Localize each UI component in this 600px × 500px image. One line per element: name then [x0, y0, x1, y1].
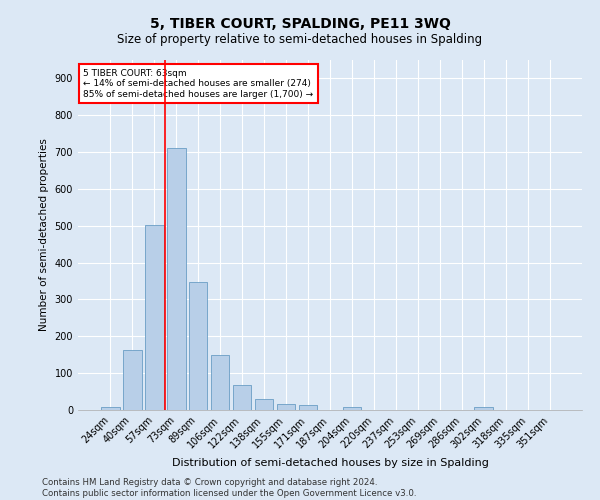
Text: Size of property relative to semi-detached houses in Spalding: Size of property relative to semi-detach…	[118, 32, 482, 46]
Bar	[123, 350, 142, 410]
Bar	[233, 385, 251, 410]
Bar	[475, 407, 493, 410]
Text: 5 TIBER COURT: 63sqm
← 14% of semi-detached houses are smaller (274)
85% of semi: 5 TIBER COURT: 63sqm ← 14% of semi-detac…	[83, 69, 313, 98]
Text: 5, TIBER COURT, SPALDING, PE11 3WQ: 5, TIBER COURT, SPALDING, PE11 3WQ	[149, 18, 451, 32]
Y-axis label: Number of semi-detached properties: Number of semi-detached properties	[39, 138, 49, 332]
Bar	[145, 224, 164, 410]
Bar	[211, 356, 229, 410]
X-axis label: Distribution of semi-detached houses by size in Spalding: Distribution of semi-detached houses by …	[172, 458, 488, 468]
Bar	[167, 148, 185, 410]
Bar	[343, 407, 361, 410]
Bar	[277, 404, 295, 410]
Bar	[101, 407, 119, 410]
Bar	[189, 282, 208, 410]
Bar	[255, 399, 274, 410]
Text: Contains HM Land Registry data © Crown copyright and database right 2024.
Contai: Contains HM Land Registry data © Crown c…	[42, 478, 416, 498]
Bar	[299, 405, 317, 410]
